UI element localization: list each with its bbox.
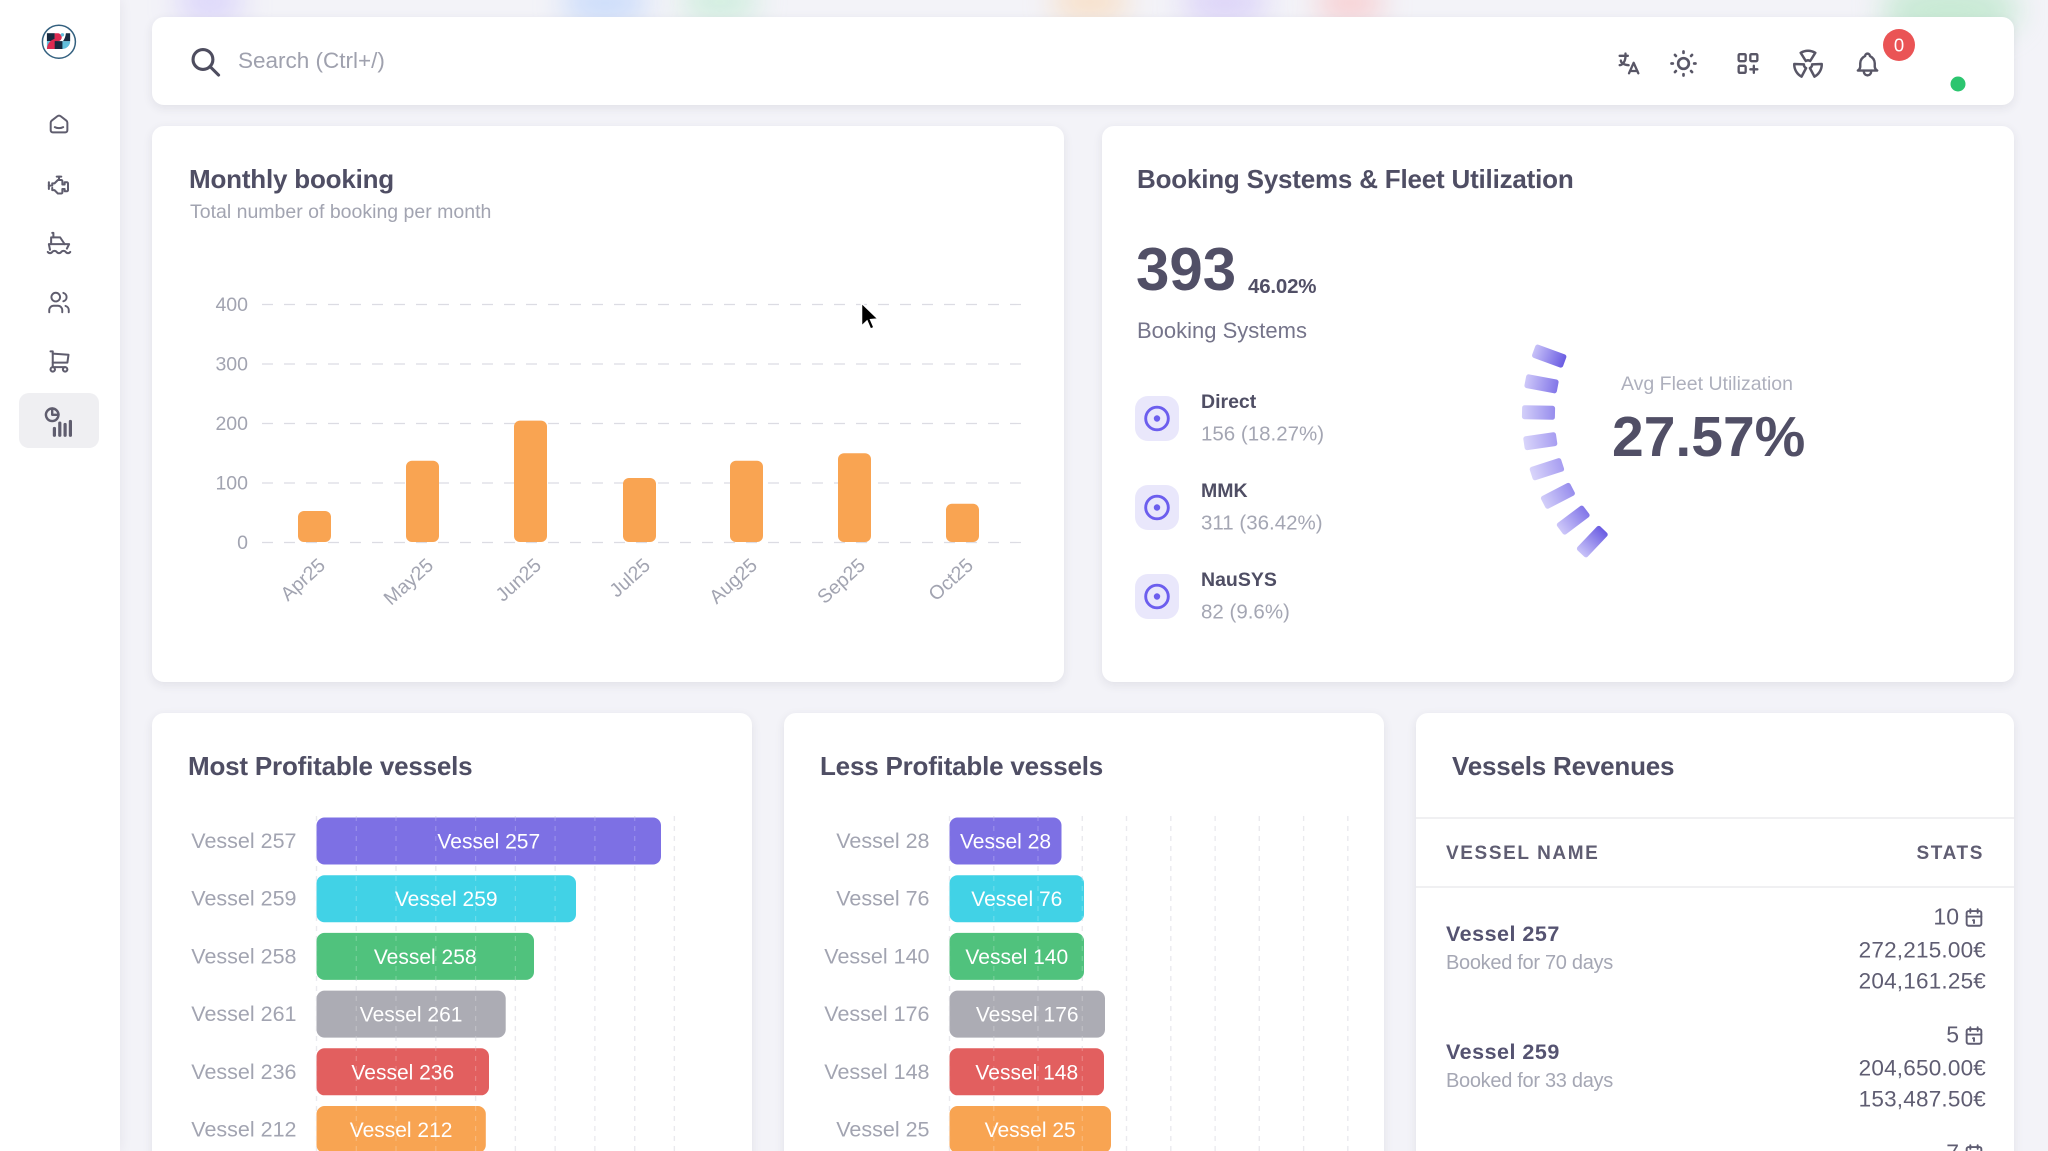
svg-text:153,487.50€: 153,487.50€ <box>1859 1087 1987 1112</box>
svg-text:Vessel 236: Vessel 236 <box>191 1060 296 1084</box>
svg-text:204,650.00€: 204,650.00€ <box>1859 1056 1987 1081</box>
svg-text:Vessel 148: Vessel 148 <box>975 1061 1078 1084</box>
svg-text:Vessel 28: Vessel 28 <box>960 831 1051 854</box>
svg-text:Vessel 258: Vessel 258 <box>191 944 296 968</box>
svg-text:400: 400 <box>215 294 248 316</box>
svg-text:0: 0 <box>1894 35 1904 56</box>
svg-text:200: 200 <box>215 413 248 435</box>
svg-text:Vessel 257: Vessel 257 <box>437 831 540 854</box>
svg-text:Vessel 257: Vessel 257 <box>1446 922 1560 946</box>
svg-text:Vessel 259: Vessel 259 <box>395 888 498 911</box>
svg-text:Vessel 212: Vessel 212 <box>191 1118 296 1142</box>
svg-text:Vessel 176: Vessel 176 <box>976 1004 1079 1027</box>
svg-text:Vessel 261: Vessel 261 <box>360 1004 463 1027</box>
svg-text:Vessel 257: Vessel 257 <box>191 829 296 853</box>
svg-text:300: 300 <box>215 354 248 376</box>
svg-text:Vessel 212: Vessel 212 <box>350 1119 453 1142</box>
svg-text:Vessel 148: Vessel 148 <box>824 1060 929 1084</box>
svg-text:Booked for 33 days: Booked for 33 days <box>1446 1070 1613 1092</box>
svg-text:156 (18.27%): 156 (18.27%) <box>1201 423 1324 446</box>
svg-text:Vessel 258: Vessel 258 <box>374 946 477 969</box>
svg-text:Vessel 236: Vessel 236 <box>351 1061 454 1084</box>
svg-text:Vessel 261: Vessel 261 <box>191 1002 296 1026</box>
svg-text:Booked for 70 days: Booked for 70 days <box>1446 952 1613 974</box>
svg-text:Vessel 28: Vessel 28 <box>836 829 929 853</box>
svg-text:0: 0 <box>237 532 248 554</box>
svg-text:46.02%: 46.02% <box>1248 275 1316 298</box>
svg-text:VESSEL NAME: VESSEL NAME <box>1446 843 1599 864</box>
svg-text:82 (9.6%): 82 (9.6%) <box>1201 601 1290 624</box>
svg-text:STATS: STATS <box>1917 843 1984 864</box>
svg-text:Vessel 140: Vessel 140 <box>965 946 1068 969</box>
svg-text:5: 5 <box>1946 1022 1959 1048</box>
svg-text:Vessel 25: Vessel 25 <box>836 1118 929 1142</box>
svg-text:MMK: MMK <box>1201 480 1248 502</box>
svg-text:10: 10 <box>1933 904 1959 930</box>
svg-text:100: 100 <box>215 473 248 495</box>
svg-text:Vessel 76: Vessel 76 <box>971 888 1062 911</box>
svg-text:204,161.25€: 204,161.25€ <box>1859 969 1987 994</box>
svg-text:Vessel 140: Vessel 140 <box>824 944 929 968</box>
svg-text:Vessel 25: Vessel 25 <box>985 1119 1076 1142</box>
svg-text:7: 7 <box>1946 1140 1959 1151</box>
svg-text:NauSYS: NauSYS <box>1201 569 1277 591</box>
svg-text:Vessel 259: Vessel 259 <box>1446 1040 1560 1064</box>
svg-text:27.57%: 27.57% <box>1612 405 1805 469</box>
svg-text:Vessel 176: Vessel 176 <box>824 1002 929 1026</box>
svg-text:Vessel 76: Vessel 76 <box>836 887 929 911</box>
svg-text:Vessel 259: Vessel 259 <box>191 887 296 911</box>
svg-text:272,215.00€: 272,215.00€ <box>1859 938 1987 963</box>
svg-text:Direct: Direct <box>1201 391 1257 413</box>
svg-text:311 (36.42%): 311 (36.42%) <box>1201 512 1323 535</box>
svg-text:Avg Fleet Utilization: Avg Fleet Utilization <box>1621 373 1793 395</box>
